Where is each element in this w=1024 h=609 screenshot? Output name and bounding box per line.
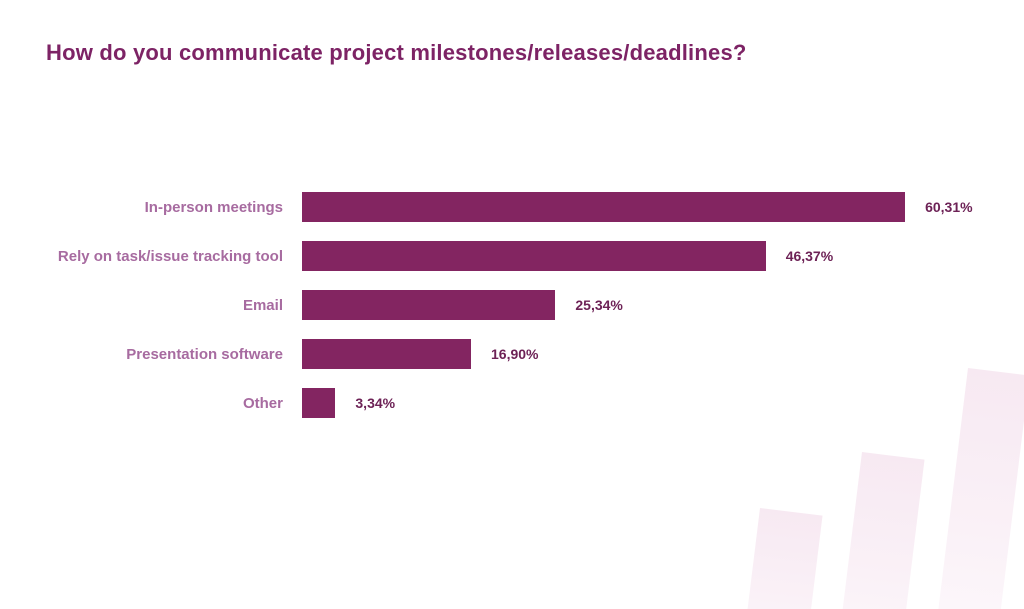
decor-bar-small-icon [740, 508, 823, 609]
bar [302, 192, 906, 222]
bar [302, 290, 556, 320]
value-label: 25,34% [575, 297, 623, 313]
chart-row: Presentation software 16,90% [0, 339, 1024, 369]
category-label: Presentation software [126, 345, 283, 363]
chart-row: In-person meetings 60,31% [0, 192, 1024, 222]
chart-row: Rely on task/issue tracking tool 46,37% [0, 241, 1024, 271]
category-label: Email [242, 296, 283, 314]
value-label: 16,90% [491, 346, 539, 362]
bar [302, 339, 471, 369]
category-label: Rely on task/issue tracking tool [57, 247, 283, 265]
chart-row: Other 3,34% [0, 388, 1024, 418]
bar [302, 241, 766, 271]
chart-title: How do you communicate project milestone… [46, 40, 747, 65]
category-label: In-person meetings [144, 198, 283, 216]
chart-row: Email 25,34% [0, 290, 1024, 320]
value-label: 60,31% [925, 199, 973, 215]
category-label: Other [242, 394, 283, 412]
value-label: 46,37% [785, 248, 834, 264]
value-label: 3,34% [355, 395, 396, 411]
bar [302, 388, 336, 418]
bar-chart: In-person meetings 60,31% Rely on task/i… [0, 192, 1024, 437]
decor-bar-medium-icon [835, 452, 925, 609]
